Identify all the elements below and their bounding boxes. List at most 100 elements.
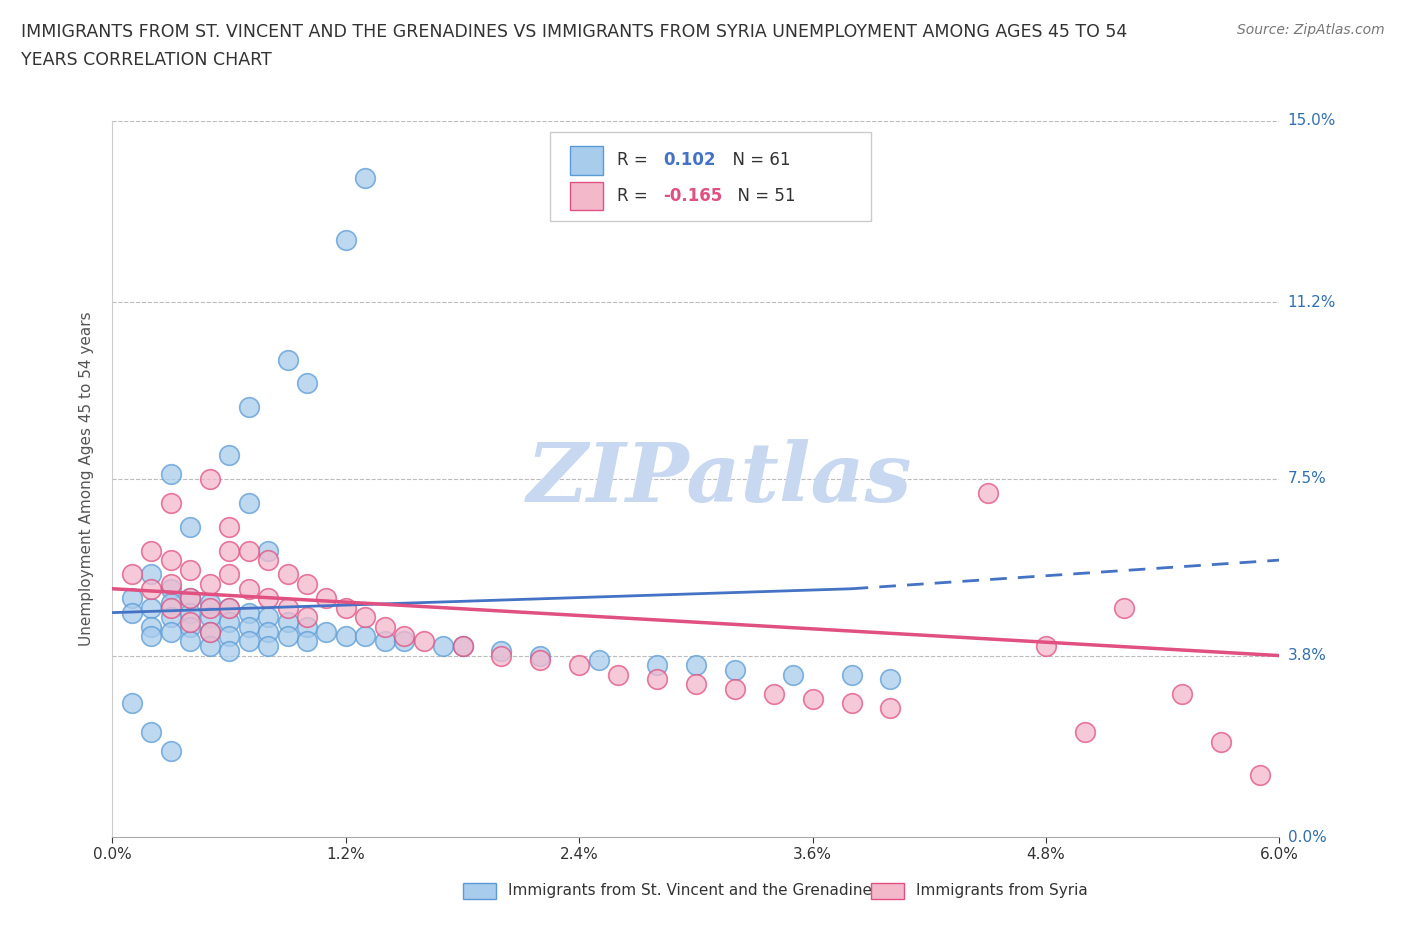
Text: R =: R = [617,187,652,206]
Point [218,543,240,558]
Point [394,629,416,644]
Point [198,624,221,639]
Point [1112,601,1135,616]
Point [198,639,221,654]
Point [218,644,240,658]
Point [238,496,260,511]
FancyBboxPatch shape [569,146,603,175]
Point [354,171,377,186]
Text: 0.102: 0.102 [664,152,716,169]
Point [724,662,747,677]
Point [645,672,668,687]
Point [841,696,863,711]
Point [315,591,337,605]
Point [257,610,280,625]
Point [276,352,298,367]
Point [160,577,183,591]
Point [238,605,260,620]
Point [568,658,591,672]
Point [179,615,201,630]
Point [238,543,260,558]
Point [121,567,143,582]
Point [238,634,260,649]
Point [160,744,183,759]
Point [179,591,201,605]
Point [295,376,318,391]
Point [218,519,240,534]
Point [218,601,240,616]
Point [179,634,201,649]
Point [529,653,551,668]
Point [315,624,337,639]
Text: IMMIGRANTS FROM ST. VINCENT AND THE GRENADINES VS IMMIGRANTS FROM SYRIA UNEMPLOY: IMMIGRANTS FROM ST. VINCENT AND THE GREN… [21,23,1128,41]
Point [179,619,201,634]
Point [257,591,280,605]
Text: 15.0%: 15.0% [1288,113,1336,128]
Point [724,682,747,697]
Point [121,696,143,711]
Point [295,610,318,625]
Text: 11.2%: 11.2% [1288,295,1336,310]
Point [238,619,260,634]
Point [432,639,454,654]
Point [198,610,221,625]
Point [354,610,377,625]
Point [198,577,221,591]
Point [141,543,163,558]
Point [121,605,143,620]
Point [198,595,221,610]
Point [374,634,396,649]
Point [879,700,901,715]
Point [529,648,551,663]
Point [295,634,318,649]
Point [160,610,183,625]
Point [218,629,240,644]
Point [160,595,183,610]
FancyBboxPatch shape [550,132,872,221]
Point [160,601,183,616]
Point [762,686,785,701]
Point [1074,724,1097,739]
Text: Immigrants from St. Vincent and the Grenadines: Immigrants from St. Vincent and the Gren… [508,884,880,898]
FancyBboxPatch shape [872,883,904,898]
Point [276,601,298,616]
Point [451,639,474,654]
Point [218,567,240,582]
Text: Source: ZipAtlas.com: Source: ZipAtlas.com [1237,23,1385,37]
Point [160,581,183,596]
Point [179,519,201,534]
Point [976,485,998,500]
Point [160,552,183,567]
Text: N = 51: N = 51 [727,187,796,206]
Point [198,472,221,486]
Y-axis label: Unemployment Among Ages 45 to 54 years: Unemployment Among Ages 45 to 54 years [79,312,94,646]
Point [218,447,240,462]
Point [198,624,221,639]
Point [354,629,377,644]
Point [645,658,668,672]
Point [335,629,357,644]
Text: Immigrants from Syria: Immigrants from Syria [917,884,1088,898]
Point [374,619,396,634]
Point [801,691,824,706]
Point [685,658,707,672]
Point [295,619,318,634]
Point [141,629,163,644]
Point [276,629,298,644]
Point [257,639,280,654]
Point [412,634,434,649]
Point [451,639,474,654]
Point [1171,686,1194,701]
Text: R =: R = [617,152,652,169]
Point [198,601,221,616]
Point [121,591,143,605]
Text: ZIPatlas: ZIPatlas [527,439,912,519]
Point [257,552,280,567]
Text: 0.0%: 0.0% [1288,830,1326,844]
Point [179,591,201,605]
Point [607,667,630,682]
Point [588,653,610,668]
Point [238,400,260,415]
Point [1035,639,1057,654]
FancyBboxPatch shape [463,883,496,898]
